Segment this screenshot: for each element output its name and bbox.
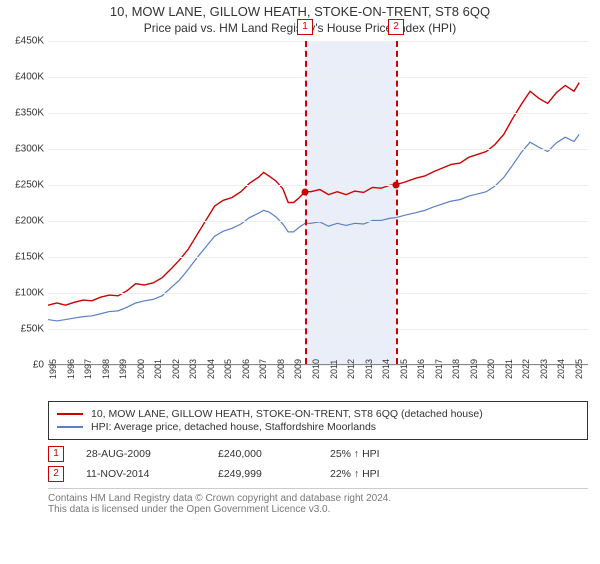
event-vline — [305, 41, 307, 364]
events-table: 1 28-AUG-2009 £240,000 25% ↑ HPI 2 11-NOV-201… — [48, 446, 588, 482]
event-delta: 22% ↑ HPI — [330, 468, 380, 480]
event-delta: 25% ↑ HPI — [330, 448, 380, 460]
gridline — [48, 221, 588, 222]
legend-swatch — [57, 426, 83, 428]
y-tick-label: £300K — [0, 144, 44, 155]
y-tick-label: £200K — [0, 216, 44, 227]
event-row: 2 11-NOV-2014 £249,999 22% ↑ HPI — [48, 466, 588, 482]
legend-swatch — [57, 413, 83, 415]
event-marker-box: 2 — [388, 19, 404, 35]
chart-area: £0£50K£100K£150K£200K£250K£300K£350K£400… — [48, 41, 588, 391]
event-number: 1 — [48, 446, 64, 462]
footer-line2: This data is licensed under the Open Gov… — [48, 504, 588, 515]
gridline — [48, 149, 588, 150]
footer-attribution: Contains HM Land Registry data © Crown c… — [48, 488, 588, 515]
event-number: 2 — [48, 466, 64, 482]
footer-line1: Contains HM Land Registry data © Crown c… — [48, 493, 588, 504]
y-tick-label: £400K — [0, 72, 44, 83]
y-tick-label: £100K — [0, 288, 44, 299]
y-tick-label: £0 — [0, 360, 44, 371]
event-vline — [396, 41, 398, 364]
chart-title: 10, MOW LANE, GILLOW HEATH, STOKE-ON-TRE… — [0, 4, 600, 19]
y-tick-label: £350K — [0, 108, 44, 119]
legend-row: HPI: Average price, detached house, Staf… — [57, 421, 579, 433]
gridline — [48, 41, 588, 42]
legend-label: 10, MOW LANE, GILLOW HEATH, STOKE-ON-TRE… — [91, 408, 483, 420]
legend-box: 10, MOW LANE, GILLOW HEATH, STOKE-ON-TRE… — [48, 401, 588, 440]
legend-label: HPI: Average price, detached house, Staf… — [91, 421, 376, 433]
event-price: £240,000 — [218, 448, 308, 460]
y-tick-label: £150K — [0, 252, 44, 263]
event-dot — [302, 189, 309, 196]
y-tick-label: £250K — [0, 180, 44, 191]
gridline — [48, 329, 588, 330]
plot-area: £0£50K£100K£150K£200K£250K£300K£350K£400… — [48, 41, 588, 365]
gridline — [48, 257, 588, 258]
event-date: 11-NOV-2014 — [86, 468, 196, 480]
gridline — [48, 77, 588, 78]
event-dot — [393, 182, 400, 189]
legend-row: 10, MOW LANE, GILLOW HEATH, STOKE-ON-TRE… — [57, 408, 579, 420]
event-row: 1 28-AUG-2009 £240,000 25% ↑ HPI — [48, 446, 588, 462]
y-tick-label: £50K — [0, 324, 44, 335]
event-marker-box: 1 — [297, 19, 313, 35]
gridline — [48, 113, 588, 114]
line-chart-svg — [48, 41, 588, 364]
gridline — [48, 293, 588, 294]
event-date: 28-AUG-2009 — [86, 448, 196, 460]
event-price: £249,999 — [218, 468, 308, 480]
gridline — [48, 185, 588, 186]
y-tick-label: £450K — [0, 36, 44, 47]
line-series-property — [48, 83, 579, 306]
